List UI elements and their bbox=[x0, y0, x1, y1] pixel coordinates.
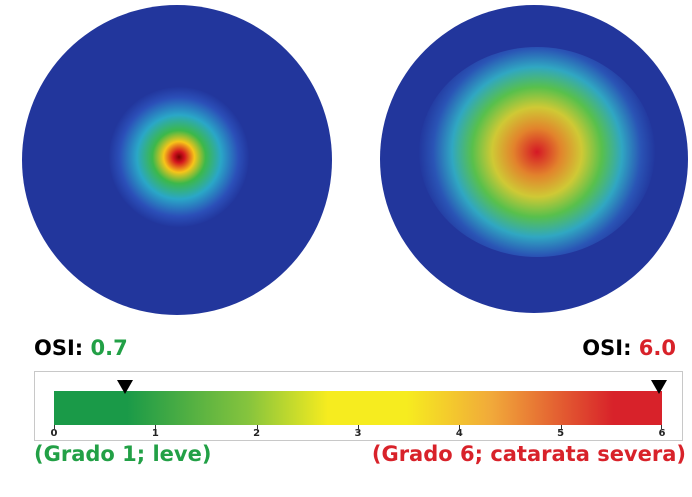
osi-value-right: 6.0 bbox=[638, 336, 676, 360]
scale-tick bbox=[256, 425, 258, 429]
scale-tick-label: 6 bbox=[658, 428, 666, 439]
osi-label-left: OSI: bbox=[34, 336, 84, 360]
scale-tick-label: 2 bbox=[253, 428, 261, 439]
osi-label-right: OSI: bbox=[582, 336, 632, 360]
osi-reading-left: OSI: 0.7 bbox=[34, 335, 128, 361]
grade-label-right: (Grado 6; catarata severa) bbox=[371, 442, 686, 466]
osi-marker-icon bbox=[116, 380, 133, 394]
scale-tick-label: 4 bbox=[455, 428, 463, 439]
osi-color-scale bbox=[54, 391, 662, 425]
psf-image-left bbox=[22, 5, 332, 315]
scale-tick bbox=[661, 425, 662, 429]
scale-tick-label: 5 bbox=[557, 428, 565, 439]
scale-tick bbox=[459, 425, 461, 429]
scale-tick-label: 0 bbox=[50, 428, 58, 439]
scale-tick bbox=[358, 425, 359, 429]
osi-reading-right: OSI: 6.0 bbox=[582, 335, 676, 361]
scale-tick bbox=[560, 425, 562, 429]
scale-tick bbox=[155, 425, 157, 429]
osi-marker-icon bbox=[651, 380, 667, 394]
grade-label-left: (Grado 1; leve) bbox=[34, 442, 212, 466]
scale-tick-label: 1 bbox=[151, 428, 159, 439]
psf-image-right bbox=[380, 5, 688, 313]
scale-tick bbox=[54, 425, 55, 429]
osi-value-left: 0.7 bbox=[90, 336, 128, 360]
scale-tick-label: 3 bbox=[354, 428, 362, 439]
